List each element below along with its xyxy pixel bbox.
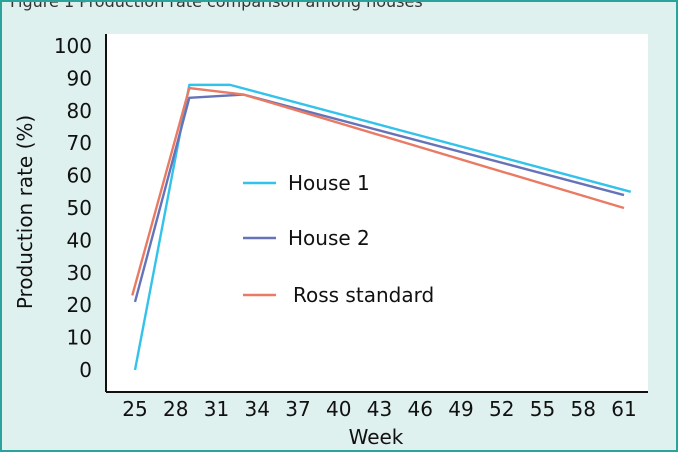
x-tick-label: 52 xyxy=(489,397,514,421)
y-tick-label: 50 xyxy=(67,196,92,220)
series-line-ross-standard xyxy=(131,86,625,296)
x-tick-label: 40 xyxy=(326,397,351,421)
legend-label: House 2 xyxy=(288,226,370,250)
y-tick-label: 90 xyxy=(67,66,92,90)
plot-area xyxy=(106,34,648,392)
y-tick-label: 70 xyxy=(67,131,92,155)
x-tick-label: 28 xyxy=(163,397,188,421)
legend: House 1 House 2 Ross standard xyxy=(243,171,434,307)
series-line-house-2 xyxy=(133,93,625,303)
y-tick-labels: 0 10 20 30 40 50 60 70 80 90 100 xyxy=(54,34,92,382)
legend-label: House 1 xyxy=(288,171,370,195)
x-tick-label: 37 xyxy=(285,397,310,421)
x-tick-labels: 25 28 31 34 37 40 43 46 49 52 55 58 61 xyxy=(122,397,636,421)
y-tick-label: 20 xyxy=(67,293,92,317)
x-tick-label: 49 xyxy=(448,397,473,421)
x-tick-label: 58 xyxy=(571,397,596,421)
x-tick-label: 43 xyxy=(367,397,392,421)
x-axis-title: Week xyxy=(349,425,404,449)
x-tick-label: 61 xyxy=(611,397,636,421)
legend-label: Ross standard xyxy=(293,283,434,307)
y-tick-label: 80 xyxy=(67,99,92,123)
y-tick-label: 30 xyxy=(67,261,92,285)
series-lines xyxy=(131,83,632,371)
y-tick-label: 100 xyxy=(54,34,92,58)
x-tick-label: 25 xyxy=(122,397,147,421)
series-line-house-1 xyxy=(133,83,632,371)
y-tick-label: 60 xyxy=(67,164,92,188)
y-tick-label: 40 xyxy=(67,228,92,252)
x-tick-label: 55 xyxy=(530,397,555,421)
y-tick-label: 0 xyxy=(79,358,92,382)
x-tick-label: 46 xyxy=(408,397,433,421)
figure-caption: Figure 1 Production rate comparison amon… xyxy=(10,0,423,11)
x-tick-label: 34 xyxy=(245,397,270,421)
y-axis-title: Production rate (%) xyxy=(13,115,37,309)
y-tick-label: 10 xyxy=(67,326,92,350)
x-tick-label: 31 xyxy=(204,397,229,421)
